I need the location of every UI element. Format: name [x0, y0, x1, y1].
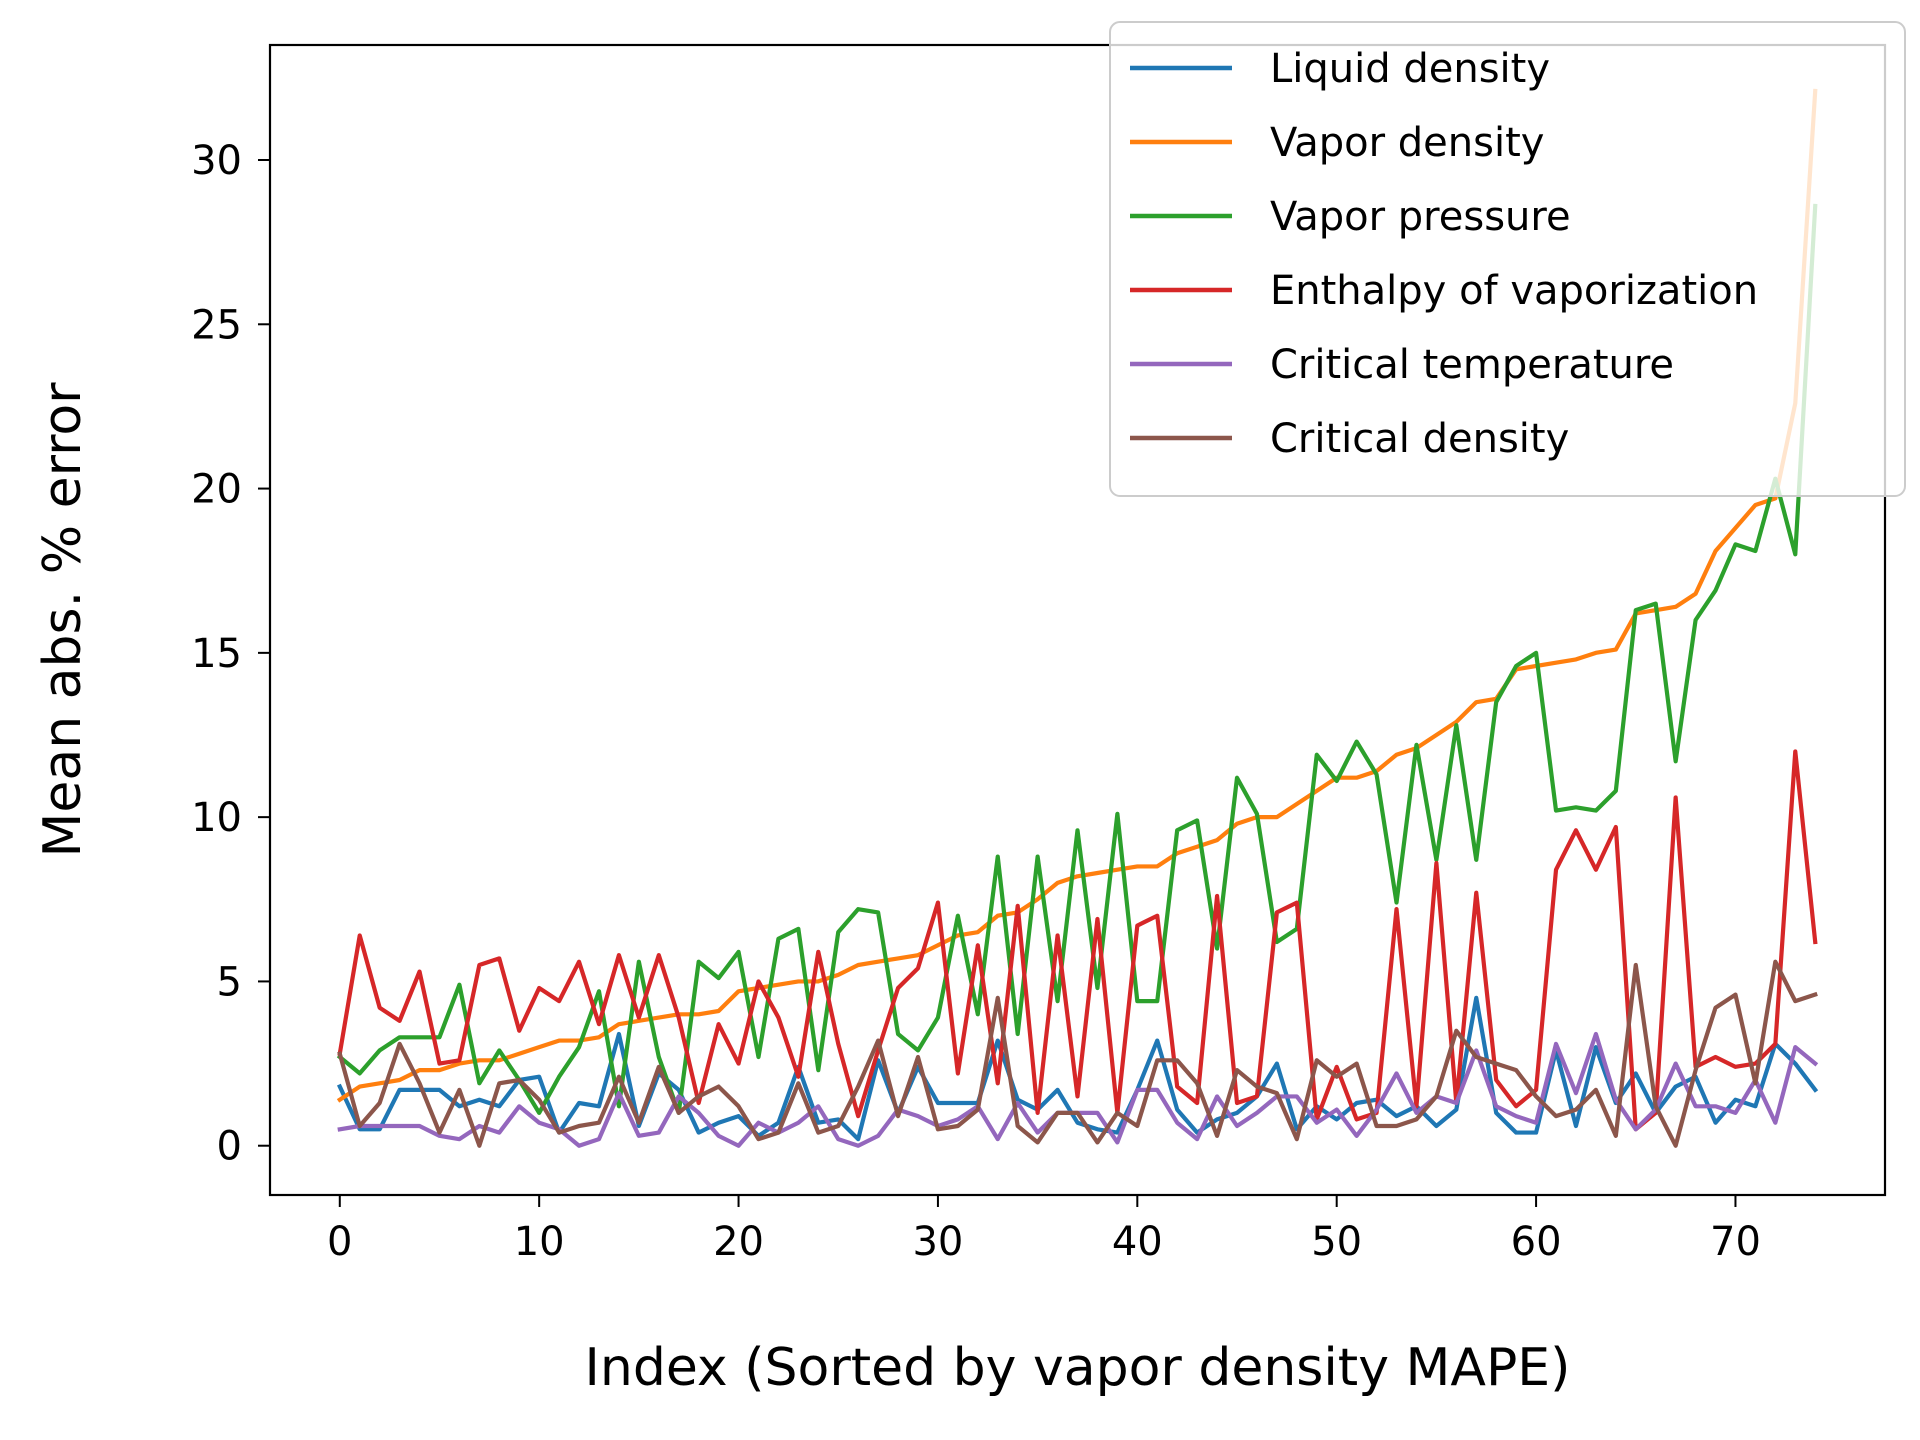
x-tick-label: 10 — [514, 1219, 565, 1265]
legend-label-critical-temperature: Critical temperature — [1270, 342, 1674, 388]
plot-frame — [268, 43, 1887, 1197]
legend-label-critical-density: Critical density — [1270, 416, 1569, 462]
y-tick-label: 30 — [191, 138, 242, 184]
series-line-enthalpy-of-vaporization — [337, 749, 1818, 1132]
y-tick-label: 0 — [217, 1124, 242, 1170]
x-tick-label: 30 — [912, 1219, 963, 1265]
x-axis: 0 10 20 30 40 50 60 70 — [327, 1195, 1761, 1265]
legend-label-enthalpy-of-vaporization: Enthalpy of vaporization — [1270, 268, 1758, 314]
series-line-vapor-density — [336, 88, 1818, 1103]
x-tick-label: 20 — [713, 1219, 764, 1265]
legend: Liquid density Vapor density Vapor pressur… — [1109, 21, 1906, 497]
x-axis-label: Index (Sorted by vapor density MAPE) — [585, 1338, 1571, 1398]
y-tick-label: 25 — [191, 302, 242, 348]
x-tick-label: 60 — [1511, 1219, 1562, 1265]
y-tick-label: 15 — [191, 631, 242, 677]
x-tick-label: 70 — [1710, 1219, 1761, 1265]
legend-box — [1109, 21, 1906, 497]
y-tick-label: 20 — [191, 467, 242, 513]
x-tick-label: 50 — [1311, 1219, 1362, 1265]
series-line-critical-density — [337, 959, 1818, 1148]
legend-label-vapor-density: Vapor density — [1270, 120, 1544, 166]
y-axis-label: Mean abs. % error — [33, 382, 93, 858]
series-line-vapor-pressure — [336, 203, 1818, 1115]
y-tick-label: 10 — [191, 795, 242, 841]
series-line-liquid-density — [336, 995, 1819, 1142]
series-lines — [336, 88, 1819, 1148]
y-tick-label: 5 — [217, 959, 242, 1005]
x-tick-label: 0 — [327, 1219, 352, 1265]
legend-label-vapor-pressure: Vapor pressure — [1270, 194, 1571, 240]
legend-label-liquid-density: Liquid density — [1270, 46, 1550, 92]
y-axis: 0 5 10 15 20 25 30 — [191, 138, 270, 1170]
x-tick-label: 40 — [1112, 1219, 1163, 1265]
